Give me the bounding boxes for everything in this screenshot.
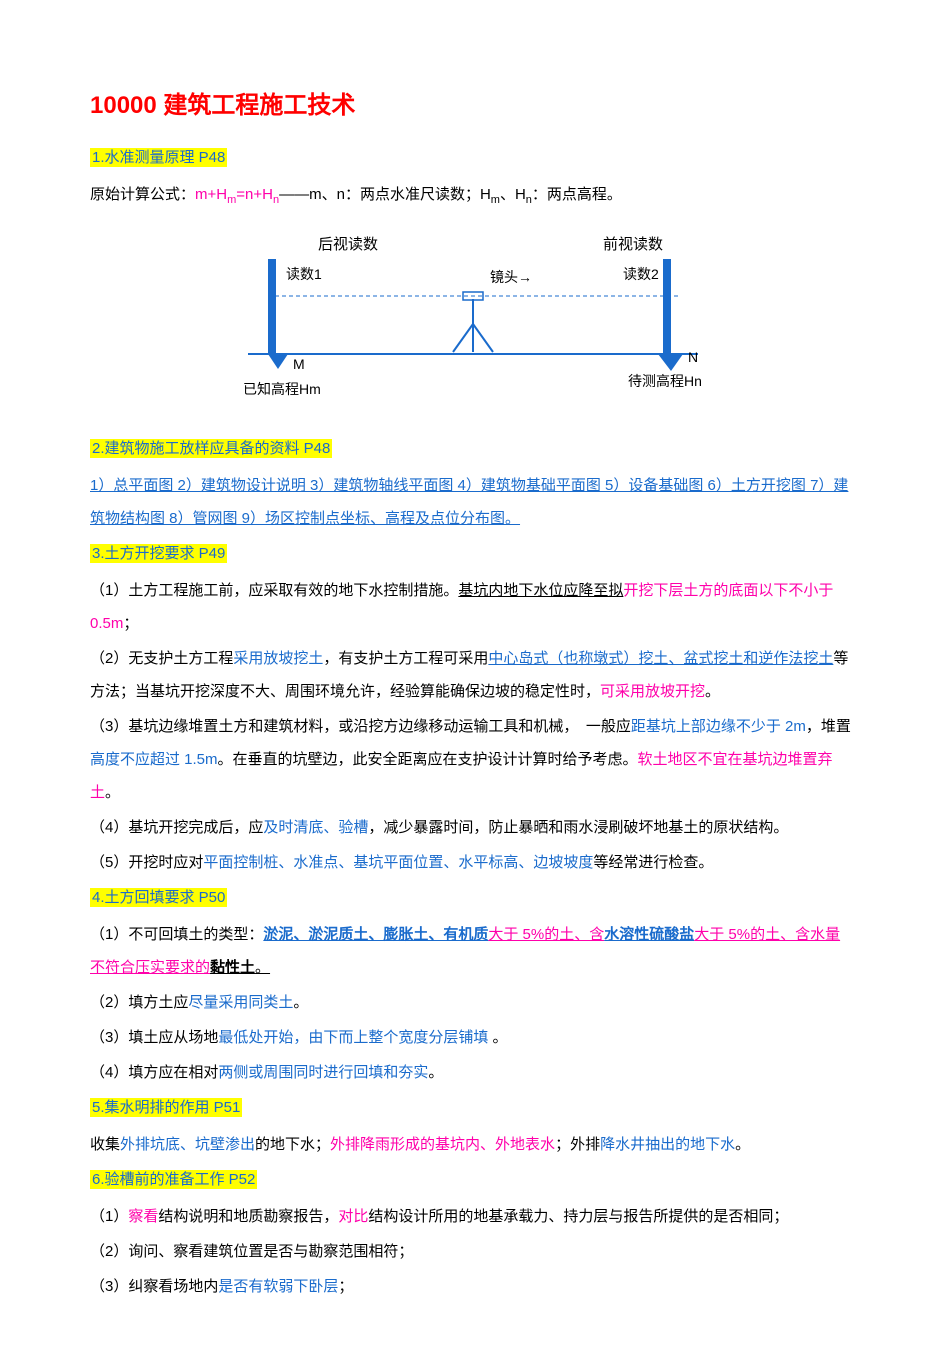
label-lens: 镜头→ — [490, 269, 532, 285]
s6-p3: （3）纠察看场地内是否有软弱下卧层； — [90, 1270, 855, 1303]
heading-1: 1.水准测量原理 P48 — [90, 148, 227, 167]
leveling-diagram: 后视读数 读数1 镜头→ 前视读数 读数2 M N 已知高程Hm 待测高程Hn — [90, 224, 855, 416]
s5-p1: 收集外排坑底、坑壁渗出的地下水；外排降雨形成的基坑内、外地表水；外排降水井抽出的… — [90, 1128, 855, 1161]
formula-post2: 、H — [500, 186, 526, 203]
s4-p4: （4）填方应在相对两侧或周围同时进行回填和夯实。 — [90, 1056, 855, 1089]
s3-p2: （2）无支护土方工程采用放坡挖土，有支护土方工程可采用中心岛式（也称墩式）挖土、… — [90, 642, 855, 708]
label-backsight: 后视读数 — [318, 236, 378, 253]
formula-body: m+Hm=n+Hn — [195, 186, 279, 203]
label-frontsight: 前视读数 — [603, 236, 663, 253]
s3-p3: （3）基坑边缘堆置土方和建筑材料，或沿挖方边缘移动运输工具和机械， 一般应距基坑… — [90, 710, 855, 809]
s6-p1: （1）察看结构说明和地质勘察报告，对比结构设计所用的地基承载力、持力层与报告所提… — [90, 1200, 855, 1233]
s6-p2: （2）询问、察看建筑位置是否与勘察范围相符； — [90, 1235, 855, 1268]
formula-prefix: 原始计算公式： — [90, 186, 195, 203]
sub-m: m — [491, 194, 500, 206]
s3-p4: （4）基坑开挖完成后，应及时清底、验槽，减少暴露时间，防止暴晒和雨水浸刷破坏地基… — [90, 811, 855, 844]
heading-2: 2.建筑物施工放样应具备的资料 P48 — [90, 439, 332, 458]
heading-6: 6.验槽前的准备工作 P52 — [90, 1170, 257, 1189]
heading-5: 5.集水明排的作用 P51 — [90, 1098, 242, 1117]
s2-content: 1）总平面图 2）建筑物设计说明 3）建筑物轴线平面图 4）建筑物基础平面图 5… — [90, 477, 848, 527]
label-reading2: 读数2 — [623, 266, 659, 282]
heading-3: 3.土方开挖要求 P49 — [90, 544, 227, 563]
formula-post: ——m、n：两点水准尺读数；H — [279, 186, 491, 203]
s3-p1: （1）土方工程施工前，应采取有效的地下水控制措施。基坑内地下水位应降至拟开挖下层… — [90, 574, 855, 640]
label-known: 已知高程Hm — [243, 381, 321, 397]
label-m: M — [293, 356, 305, 372]
formula-line: 原始计算公式：m+Hm=n+Hn——m、n：两点水准尺读数；Hm、Hn：两点高程… — [90, 178, 855, 212]
s4-p1: （1）不可回填土的类型：淤泥、淤泥质土、膨胀土、有机质大于 5%的土、含水溶性硫… — [90, 918, 855, 984]
s4-p2: （2）填方土应尽量采用同类土。 — [90, 986, 855, 1019]
heading-4: 4.土方回填要求 P50 — [90, 888, 227, 907]
label-reading1: 读数1 — [286, 266, 322, 282]
label-measure: 待测高程Hn — [628, 373, 702, 389]
page-title: 10000 建筑工程施工技术 — [90, 80, 855, 133]
s3-p5: （5）开挖时应对平面控制桩、水准点、基坑平面位置、水平标高、边坡坡度等经常进行检… — [90, 846, 855, 879]
formula-post3: ：两点高程。 — [532, 186, 622, 203]
label-n: N — [688, 349, 698, 365]
s4-p3: （3）填土应从场地最低处开始，由下而上整个宽度分层铺填 。 — [90, 1021, 855, 1054]
